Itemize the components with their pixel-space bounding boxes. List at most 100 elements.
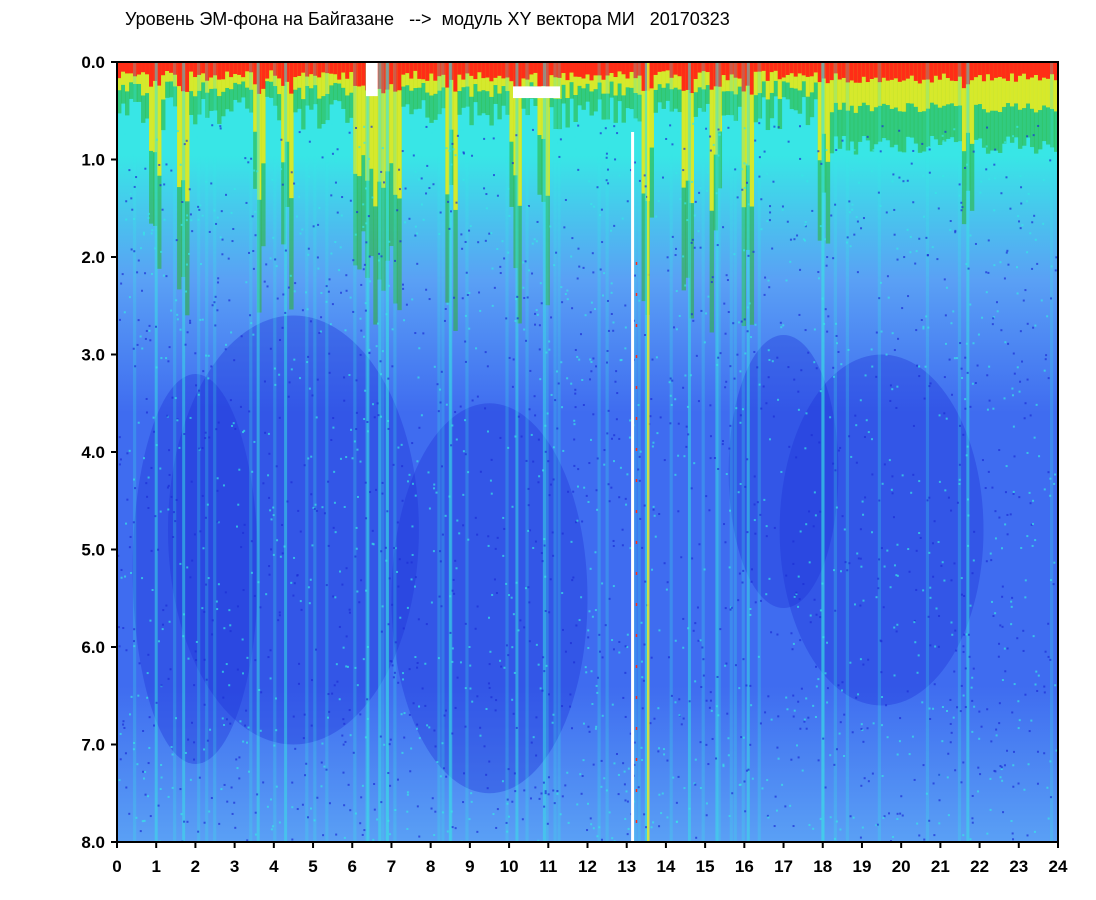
speckle: [952, 310, 955, 313]
speckle: [724, 332, 727, 335]
speckle: [391, 328, 394, 331]
speckle: [699, 786, 702, 789]
speckle: [308, 175, 311, 178]
speckle: [1016, 125, 1019, 128]
speckle: [751, 777, 754, 780]
speckle: [133, 741, 136, 744]
speckle: [526, 206, 529, 209]
speckle: [752, 250, 755, 253]
speckle: [928, 707, 931, 710]
speckle: [366, 430, 369, 433]
speckle: [595, 489, 598, 492]
speckle: [290, 481, 293, 484]
speckle: [809, 614, 812, 617]
speckle: [960, 367, 963, 370]
peak-level-band: [601, 62, 606, 80]
speckle: [961, 376, 964, 379]
speckle: [359, 713, 362, 716]
peak-level-band: [881, 62, 887, 78]
high-level-band: [973, 62, 979, 105]
speckle: [820, 162, 823, 165]
speckle: [792, 540, 795, 543]
speckle: [690, 241, 693, 244]
speckle: [421, 687, 424, 690]
speckle: [269, 677, 272, 680]
high-level-band: [941, 62, 947, 106]
speckle: [962, 761, 965, 764]
speckle: [985, 271, 988, 274]
speckle: [529, 369, 532, 372]
speckle: [573, 661, 576, 664]
speckle: [1037, 674, 1040, 677]
speckle: [461, 297, 464, 300]
speckle: [891, 388, 894, 391]
speckle: [476, 830, 479, 833]
speckle: [358, 601, 361, 604]
speckle: [675, 290, 678, 293]
speckle: [171, 753, 174, 756]
speckle: [643, 504, 646, 507]
speckle: [210, 182, 213, 185]
peak-level-band: [281, 62, 286, 86]
speckle: [216, 477, 219, 480]
speckle: [331, 692, 334, 695]
speckle: [792, 694, 795, 697]
speckle: [420, 414, 423, 417]
speckle: [960, 577, 963, 580]
peak-level-band: [173, 62, 178, 75]
speckle: [608, 500, 611, 503]
peak-level-band: [1021, 62, 1027, 74]
speckle: [251, 470, 254, 473]
high-level-band: [961, 62, 967, 152]
speckle: [315, 509, 318, 512]
speckle: [229, 624, 232, 627]
speckle: [999, 624, 1002, 627]
high-level-band: [321, 62, 326, 97]
speckle: [1042, 222, 1045, 225]
speckle: [345, 456, 348, 459]
noise-streak: [133, 62, 137, 842]
speckle: [1022, 629, 1025, 632]
speckle: [577, 468, 580, 471]
high-level-band: [825, 62, 831, 162]
speckle: [814, 715, 817, 718]
speckle: [944, 489, 947, 492]
speckle: [675, 801, 678, 804]
speckle: [211, 633, 214, 636]
speckle: [214, 324, 217, 327]
speckle: [883, 463, 886, 466]
speckle: [639, 450, 642, 453]
speckle: [456, 134, 459, 137]
speckle: [179, 788, 182, 791]
speckle: [553, 802, 556, 805]
speckle: [118, 436, 121, 439]
speckle: [1052, 583, 1055, 586]
noise-streak: [305, 62, 309, 842]
speckle: [718, 133, 721, 136]
speckle: [198, 389, 201, 392]
speckle: [157, 804, 160, 807]
speckle: [924, 365, 927, 368]
speckle: [1011, 596, 1014, 599]
speckle: [697, 230, 700, 233]
speckle: [1006, 533, 1009, 536]
y-tick-label: 8.0: [81, 833, 105, 852]
marker-lines: [631, 62, 650, 842]
speckle: [368, 348, 371, 351]
speckle: [376, 402, 379, 405]
speckle: [967, 544, 970, 547]
speckle: [216, 309, 219, 312]
speckle: [674, 639, 677, 642]
speckle: [835, 342, 838, 345]
speckle: [211, 304, 214, 307]
peak-level-band: [1033, 62, 1039, 75]
speckle: [907, 548, 910, 551]
speckle: [683, 455, 686, 458]
speckle: [211, 619, 214, 622]
speckle: [1018, 496, 1021, 499]
speckle: [468, 818, 471, 821]
high-level-band: [361, 62, 366, 156]
speckle: [1024, 693, 1027, 696]
speckle: [297, 682, 300, 685]
speckle: [587, 802, 590, 805]
